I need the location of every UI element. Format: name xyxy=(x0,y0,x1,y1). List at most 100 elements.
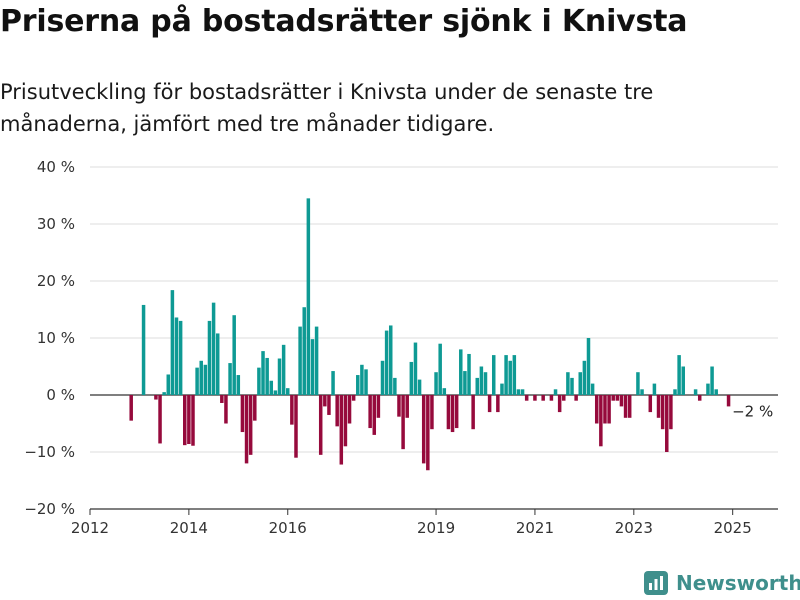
y-tick-label: 10 % xyxy=(37,329,75,347)
bar xyxy=(438,343,442,395)
bar xyxy=(360,364,364,395)
bar xyxy=(236,375,241,395)
bar xyxy=(388,325,393,395)
bar xyxy=(504,355,508,395)
bar xyxy=(417,379,422,395)
bar xyxy=(512,355,517,395)
bar xyxy=(467,353,471,395)
bar xyxy=(673,389,677,395)
bar xyxy=(294,395,298,458)
y-tick-label: 0 % xyxy=(46,386,75,404)
bar xyxy=(298,326,302,395)
bar xyxy=(578,372,582,395)
chart-title: Priserna på bostadsrätter sjönk i Knivst… xyxy=(0,4,688,39)
x-tick-label: 2019 xyxy=(417,519,455,537)
bar xyxy=(562,395,566,401)
bar xyxy=(220,395,224,403)
bar xyxy=(426,395,430,471)
bar xyxy=(166,374,171,395)
bar xyxy=(211,302,216,395)
bar xyxy=(215,333,220,395)
bar xyxy=(335,395,339,427)
bar xyxy=(553,389,558,395)
bar xyxy=(681,366,685,395)
bar xyxy=(582,360,587,395)
bar xyxy=(314,326,319,395)
bar xyxy=(257,367,261,395)
bar xyxy=(656,395,661,418)
bar xyxy=(454,395,459,429)
bar xyxy=(331,371,335,395)
bar xyxy=(520,389,525,395)
bar xyxy=(619,395,624,407)
latest-value-label: −2 % xyxy=(732,402,773,420)
bar xyxy=(471,395,475,430)
bar xyxy=(615,395,620,401)
bar xyxy=(459,349,463,395)
bar xyxy=(277,358,282,395)
bar xyxy=(318,395,323,455)
bar xyxy=(693,389,698,395)
bar xyxy=(648,395,653,413)
bar xyxy=(224,395,228,424)
bar xyxy=(557,395,562,413)
bar xyxy=(183,395,187,446)
bar xyxy=(599,395,603,447)
bar xyxy=(207,320,212,395)
bar xyxy=(442,388,447,395)
bar xyxy=(191,395,195,446)
bar xyxy=(570,377,574,395)
y-tick-label: 30 % xyxy=(37,215,75,233)
bar xyxy=(483,372,488,395)
bar xyxy=(665,395,669,452)
bar xyxy=(409,361,414,395)
bar xyxy=(393,377,397,395)
bar xyxy=(372,395,377,435)
bar xyxy=(524,395,529,401)
bar xyxy=(129,395,133,421)
bar xyxy=(174,317,179,395)
bar xyxy=(351,395,356,401)
y-tick-label: −20 % xyxy=(24,500,75,518)
bar xyxy=(368,395,372,429)
bar xyxy=(710,366,714,395)
y-tick-label: 20 % xyxy=(37,272,75,290)
bar xyxy=(541,395,545,401)
bar-chart: −20 %−10 %0 %10 %20 %30 %40 % 2012 2014 20… xyxy=(24,158,778,537)
bar xyxy=(343,395,348,447)
bar xyxy=(549,395,554,401)
bar xyxy=(487,395,492,413)
bar xyxy=(491,355,496,395)
chart-subtitle: Prisutveckling för bostadsrätter i Knivs… xyxy=(0,80,654,136)
x-tick-label: 2021 xyxy=(516,519,554,537)
bar xyxy=(421,395,426,464)
bar xyxy=(261,351,265,395)
bar xyxy=(376,395,381,418)
bar xyxy=(384,330,389,395)
bar xyxy=(364,369,368,395)
bar xyxy=(413,342,418,395)
bar xyxy=(516,389,521,395)
bar xyxy=(327,395,331,415)
bar xyxy=(240,395,245,433)
bar xyxy=(397,395,401,417)
y-tick-labels: −20 % −10 % 0 % 10 % 20 % 30 % 40 % xyxy=(24,158,75,518)
bar xyxy=(706,383,710,395)
bar xyxy=(574,395,578,401)
bar xyxy=(141,304,146,395)
bar xyxy=(265,357,269,395)
bar xyxy=(446,395,451,430)
bar xyxy=(697,395,702,401)
bar xyxy=(500,383,504,395)
bar xyxy=(430,395,434,430)
bar xyxy=(640,389,644,395)
bar xyxy=(339,395,344,465)
x-axis: 2012 2014 2016 2019 2021 2023 2025 xyxy=(71,508,778,537)
bar xyxy=(158,395,162,444)
y-tick-label: 40 % xyxy=(37,158,75,176)
bar xyxy=(566,372,570,395)
bar xyxy=(162,392,166,395)
bar xyxy=(508,360,512,395)
annotations: −2 % xyxy=(732,402,773,420)
bar xyxy=(726,395,731,407)
